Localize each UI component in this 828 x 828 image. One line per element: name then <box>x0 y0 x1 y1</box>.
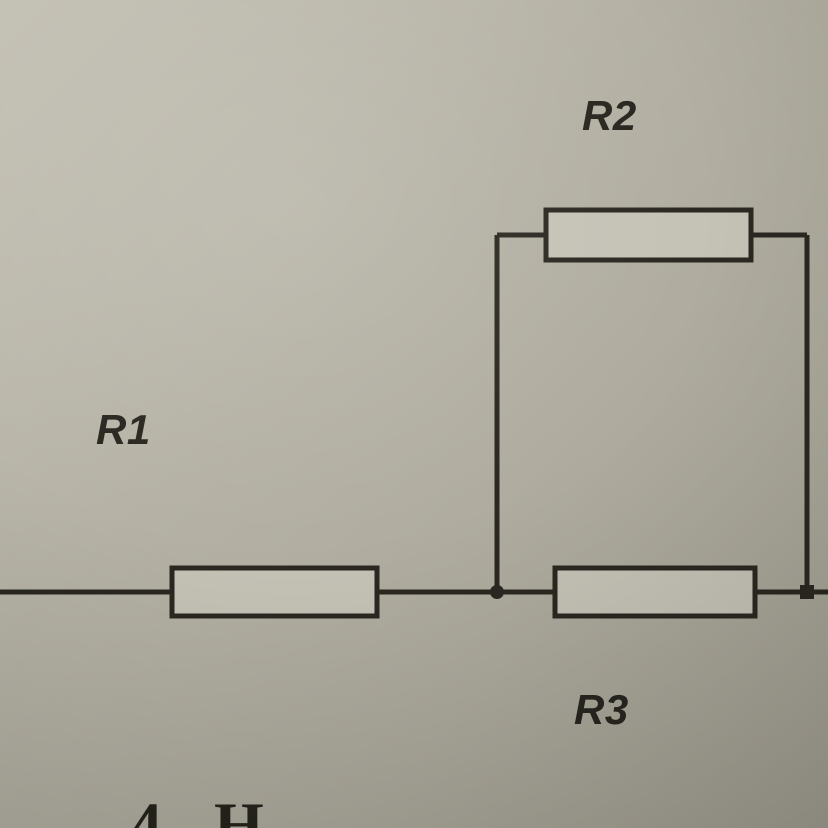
node-left <box>490 585 504 599</box>
label-r3: R3 <box>574 686 629 734</box>
cropped-bottom-text: 4 Н <box>130 788 282 828</box>
label-r2: R2 <box>582 92 637 140</box>
resistor-r2 <box>546 210 751 260</box>
label-r1: R1 <box>96 406 151 454</box>
resistor-r1 <box>172 568 377 616</box>
node-right <box>800 585 814 599</box>
resistor-r3 <box>555 568 755 616</box>
